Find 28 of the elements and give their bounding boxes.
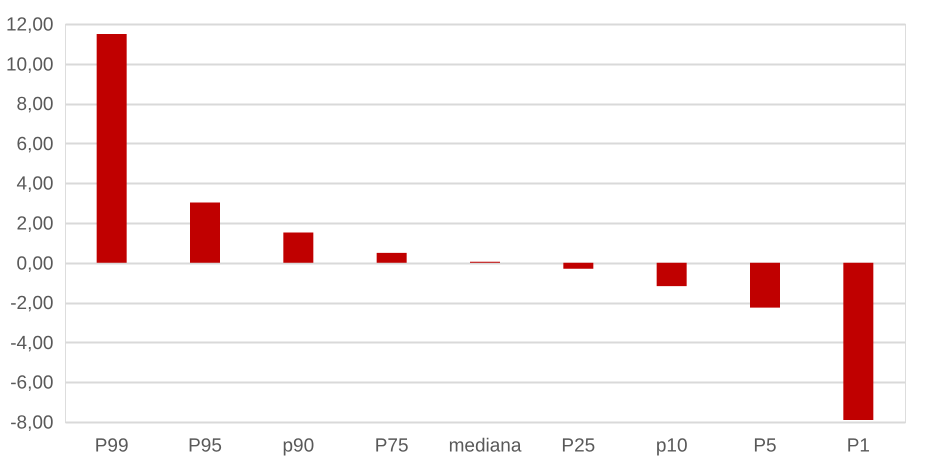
y-tick-label: -2,00 [10, 293, 54, 314]
x-tick-label: P99 [94, 436, 129, 456]
y-tick-label: 2,00 [16, 214, 54, 234]
bar [656, 262, 687, 286]
x-tick-label: P95 [188, 436, 222, 456]
x-tick-label: p90 [282, 436, 314, 456]
x-tick-label: P75 [374, 436, 409, 456]
y-tick-label: 12,00 [6, 14, 54, 36]
bar [96, 34, 127, 263]
y-tick-label: 4,00 [16, 174, 54, 195]
y-tick-label: 8,00 [16, 94, 54, 116]
y-tick-label: -8,00 [10, 412, 54, 434]
x-tick-label: mediana [448, 436, 522, 456]
bar [750, 262, 780, 308]
x-tick-label: P1 [846, 436, 870, 456]
bar [283, 232, 314, 263]
bar [376, 252, 407, 263]
bar [563, 262, 594, 269]
y-tick-label: 6,00 [16, 134, 54, 155]
y-tick-label: -6,00 [10, 372, 54, 394]
bar [843, 262, 874, 420]
y-tick-label: 0,00 [16, 253, 54, 274]
bar [190, 202, 220, 263]
x-tick-label: P25 [561, 436, 596, 456]
x-tick-label: P5 [753, 436, 777, 456]
y-tick-label: 10,00 [6, 54, 54, 76]
y-tick-label: -4,00 [10, 332, 54, 354]
x-tick-label: p10 [656, 436, 688, 456]
